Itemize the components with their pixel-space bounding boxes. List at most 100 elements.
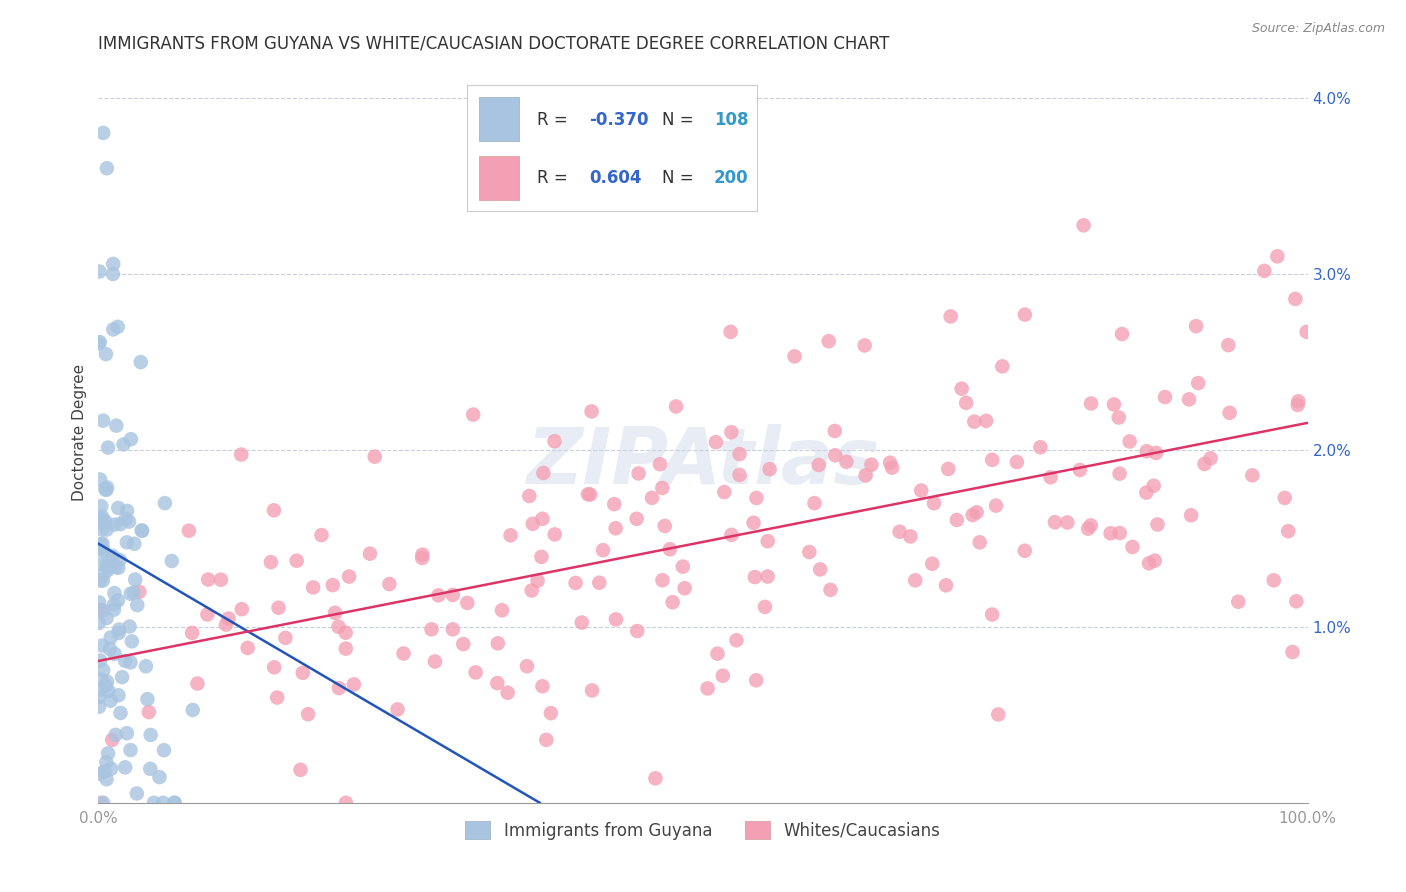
Point — [520, 583, 543, 598]
Point — [103, 257, 125, 271]
Point — [101, 549, 124, 563]
Point — [946, 513, 969, 527]
Point — [728, 467, 751, 482]
Point — [1178, 392, 1201, 407]
Point — [114, 654, 136, 668]
Point — [142, 796, 165, 810]
Point — [115, 504, 138, 518]
Point — [107, 593, 129, 607]
Point — [491, 603, 513, 617]
Point — [364, 450, 387, 464]
Point — [648, 457, 671, 471]
Point — [93, 764, 115, 779]
Point — [1029, 440, 1052, 454]
Point — [427, 588, 450, 602]
Point — [654, 519, 676, 533]
Point — [163, 796, 186, 810]
Point — [900, 529, 922, 543]
Point — [571, 615, 593, 630]
Point — [935, 578, 957, 592]
Point — [90, 796, 112, 810]
Point — [89, 472, 111, 486]
Point — [1146, 517, 1168, 532]
Point — [991, 359, 1014, 374]
Point — [96, 611, 118, 625]
Point — [1218, 338, 1240, 352]
Point — [335, 641, 357, 656]
Point — [266, 690, 288, 705]
Point — [181, 626, 204, 640]
Point — [588, 575, 610, 590]
Point — [89, 264, 111, 278]
Point — [728, 447, 751, 461]
Point — [107, 500, 129, 515]
Point — [91, 663, 114, 677]
Point — [713, 485, 735, 500]
Point — [94, 347, 117, 361]
Point — [742, 516, 765, 530]
Point — [441, 588, 464, 602]
Point — [1108, 467, 1130, 481]
Point — [128, 584, 150, 599]
Point — [311, 528, 333, 542]
Point — [91, 516, 114, 530]
Point — [1263, 574, 1285, 588]
Point — [704, 435, 727, 450]
Point — [526, 574, 548, 588]
Text: ZIPAtlas: ZIPAtlas — [526, 425, 880, 500]
Point — [745, 491, 768, 505]
Point — [107, 319, 129, 334]
Point — [91, 126, 114, 140]
Point — [758, 462, 780, 476]
Point — [799, 545, 821, 559]
Point — [1180, 508, 1202, 523]
Point — [441, 623, 464, 637]
Point — [1187, 376, 1209, 390]
Point — [291, 665, 314, 680]
Point — [651, 574, 673, 588]
Point — [231, 448, 253, 462]
Point — [153, 496, 176, 510]
Point — [125, 787, 148, 801]
Point — [981, 453, 1004, 467]
Point — [90, 673, 112, 687]
Point — [581, 683, 603, 698]
Point — [581, 404, 603, 418]
Point — [1185, 319, 1208, 334]
Point — [1219, 406, 1241, 420]
Point — [499, 528, 522, 542]
Point — [114, 512, 136, 526]
Point — [880, 460, 903, 475]
Point — [93, 543, 115, 558]
Point — [974, 414, 997, 428]
Point — [91, 603, 114, 617]
Point — [564, 576, 586, 591]
Point — [127, 598, 149, 612]
Point — [104, 559, 127, 574]
Point — [540, 706, 562, 720]
Point — [745, 673, 768, 688]
Point — [1056, 516, 1078, 530]
Point — [110, 517, 132, 532]
Point — [103, 586, 125, 600]
Point — [1285, 594, 1308, 608]
Point — [107, 561, 129, 575]
Point — [97, 684, 120, 698]
Point — [160, 554, 183, 568]
Point — [120, 656, 142, 670]
Point — [120, 743, 142, 757]
Point — [1143, 554, 1166, 568]
Point — [89, 690, 111, 705]
Point — [1144, 446, 1167, 460]
Point — [1043, 515, 1066, 529]
Point — [122, 585, 145, 599]
Point — [651, 481, 673, 495]
Point — [754, 599, 776, 614]
Point — [118, 619, 141, 633]
Point — [89, 766, 111, 780]
Point — [921, 557, 943, 571]
Point — [1014, 543, 1036, 558]
Point — [725, 633, 748, 648]
Point — [1077, 522, 1099, 536]
Point — [392, 647, 415, 661]
